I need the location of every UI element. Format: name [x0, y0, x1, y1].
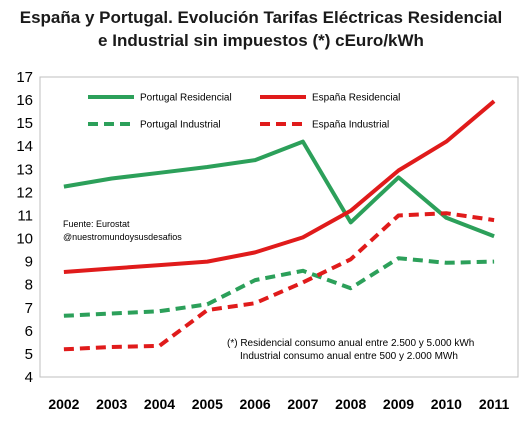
series-line-españa-industrial: [63, 211, 495, 352]
y-tick-label: 17: [16, 69, 33, 86]
chart-title-line1: España y Portugal. Evolución Tarifas Elé…: [19, 8, 503, 27]
x-tick-label: 2008: [335, 396, 366, 412]
y-tick-label: 5: [25, 346, 33, 363]
x-tick-label: 2009: [383, 396, 414, 412]
x-tick-label: 2005: [192, 396, 223, 412]
legend-label-españa-residencial: España Residencial: [312, 93, 400, 104]
x-tick-label: 2003: [96, 396, 127, 412]
source-handle: @nuestromundoysusdesafios: [63, 232, 182, 242]
legend-label-españa-industrial: España Industrial: [312, 120, 389, 131]
x-tick-label: 2006: [240, 396, 271, 412]
series-line-portugal-industrial: [63, 256, 495, 318]
source-label: Fuente: Eurostat: [63, 219, 130, 229]
y-tick-label: 13: [16, 161, 33, 178]
x-tick-label: 2010: [431, 396, 462, 412]
y-tick-label: 12: [16, 184, 33, 201]
legend-label-portugal-industrial: Portugal Industrial: [140, 120, 221, 131]
legend: Portugal Residencial España Residencial Po…: [88, 93, 400, 131]
y-tick-label: 8: [25, 277, 33, 294]
y-tick-label: 6: [25, 323, 33, 340]
series-layer: [63, 99, 496, 352]
y-axis: 4 5 6 7 8 9 10 11 12 13 14 15 16 17: [16, 69, 33, 386]
y-tick-label: 4: [25, 369, 33, 386]
y-tick-label: 11: [17, 207, 33, 224]
legend-label-portugal-residencial: Portugal Residencial: [140, 93, 232, 104]
x-tick-label: 2011: [479, 396, 510, 412]
plot-area: [39, 76, 519, 378]
y-tick-label: 9: [25, 254, 33, 271]
footnote-residential: (*) Residencial consumo anual entre 2.50…: [227, 338, 474, 349]
x-axis: 2002 2003 2004 2005 2006 2007 2008 2009 2010 2011: [48, 396, 509, 412]
series-line-portugal-residencial: [63, 139, 495, 239]
x-tick-label: 2007: [287, 396, 318, 412]
y-tick-label: 15: [16, 115, 33, 132]
x-tick-label: 2002: [48, 396, 79, 412]
y-tick-label: 14: [16, 138, 33, 155]
x-tick-label: 2004: [144, 396, 175, 412]
chart-title-line2: e Industrial sin impuestos (*) cEuro/kWh: [98, 31, 424, 50]
series-line-españa-residencial: [63, 99, 496, 274]
y-tick-label: 16: [16, 92, 33, 109]
y-tick-label: 7: [25, 300, 33, 317]
footnote-industrial: Industrial consumo anual entre 500 y 2.0…: [240, 351, 458, 362]
chart-title: España y Portugal. Evolución Tarifas Elé…: [0, 6, 522, 52]
y-tick-label: 10: [16, 231, 33, 248]
